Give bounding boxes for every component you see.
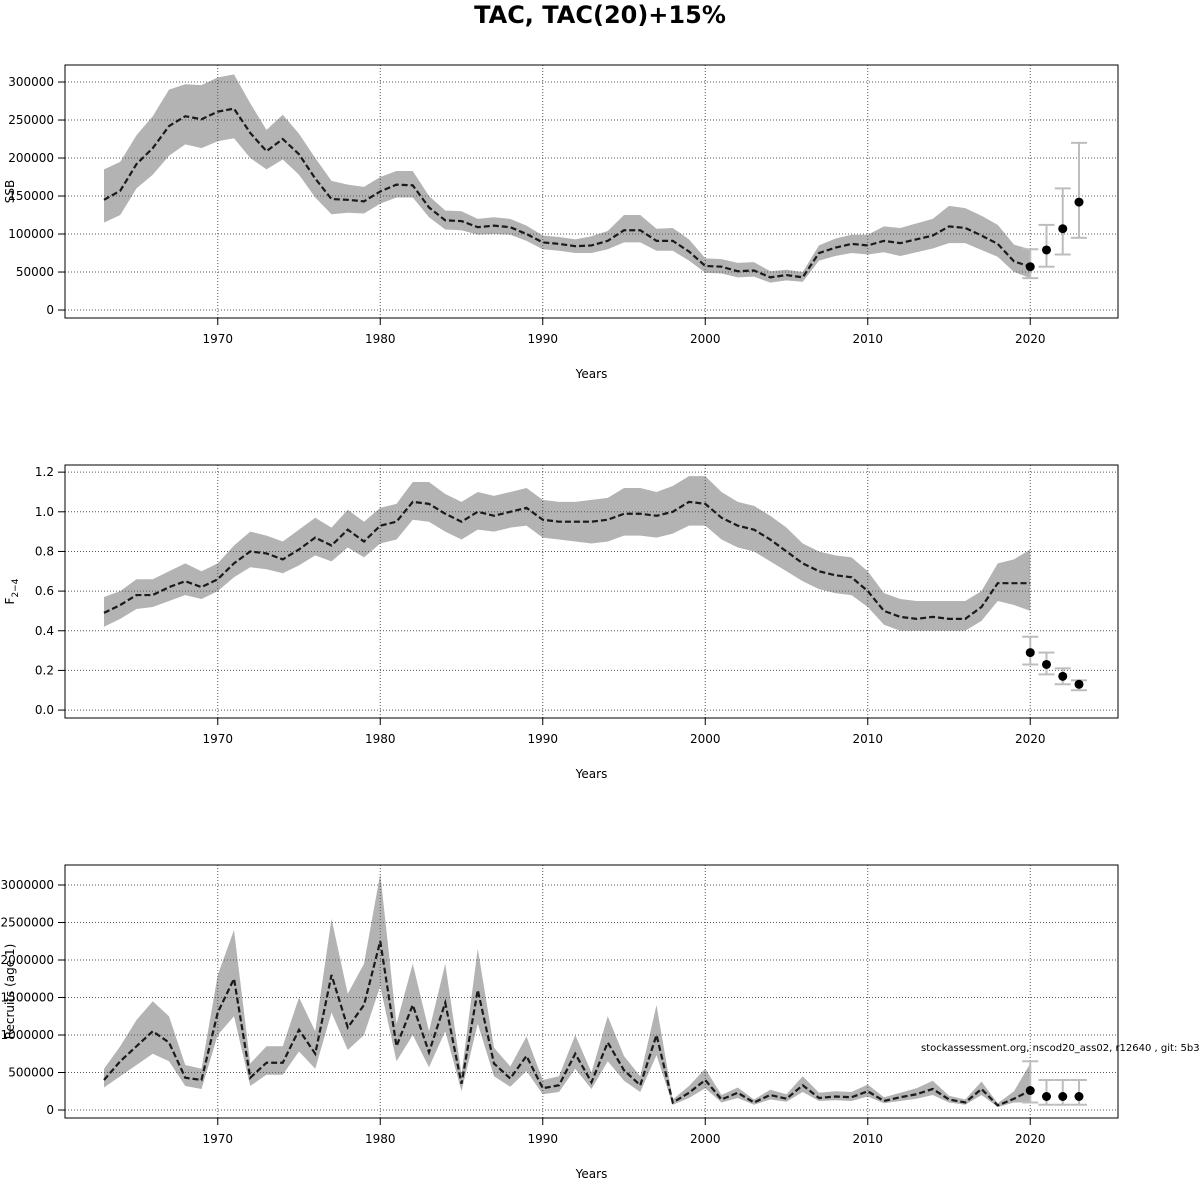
x-tick-label: 2020 [1015,732,1046,746]
forecast-point [1042,659,1051,669]
x-tick-label: 1970 [202,732,233,746]
y-axis-label-main: F [3,597,17,604]
confidence-band [104,74,1031,283]
y-axis-label: Recruits (age 1) [3,944,17,1040]
x-tick-label: 1980 [365,332,396,346]
x-tick-label: 2010 [852,732,883,746]
y-tick-label: 200000 [8,151,54,165]
forecast-point [1042,245,1051,255]
plot-frame [64,464,1119,719]
y-tick-label: 2000000 [1,953,54,967]
x-tick-label: 2010 [852,332,883,346]
plot-frame [64,64,1119,319]
y-tick-label: 0.6 [35,584,54,598]
y-axis-label: F2−4 [3,578,21,604]
x-tick-label: 2020 [1015,1132,1046,1146]
y-axis-label-main: Recruits (age 1) [3,944,17,1040]
y-tick-label: 1500000 [1,990,54,1004]
y-tick-label: 0.8 [35,544,54,558]
x-tick-label: 1980 [365,1132,396,1146]
x-tick-label: 1970 [202,1132,233,1146]
x-tick-label: 2000 [690,332,721,346]
y-tick-label: 0.2 [35,663,54,677]
y-tick-label: 500000 [8,1065,54,1079]
estimate-line [103,940,1031,1107]
y-tick-label: 0.4 [35,624,54,638]
y-axis-label-main: SSB [3,180,17,203]
y-tick-label: 1.0 [35,505,54,519]
y-tick-label: 150000 [8,189,54,203]
forecast-point [1025,648,1035,658]
y-tick-label: 3000000 [1,878,54,892]
x-tick-label: 1980 [365,732,396,746]
x-tick-label: 2000 [690,1132,721,1146]
forecast-point [1074,197,1084,207]
forecast-point [1042,1091,1051,1101]
y-tick-label: 100000 [8,227,54,241]
forecast-point [1058,224,1068,234]
y-tick-label: 1.2 [35,465,54,479]
x-tick-label: 1990 [527,1132,558,1146]
y-tick-label: 50000 [16,265,54,279]
confidence-band [104,476,1031,631]
plot-frame [64,864,1119,1119]
x-tick-label: 2010 [852,1132,883,1146]
plot-area [65,65,1118,318]
x-tick-label: 1970 [202,332,233,346]
x-tick-label: 2000 [690,732,721,746]
x-tick-label: 1990 [527,332,558,346]
x-tick-label: 2020 [1015,332,1046,346]
x-axis-label: Years [575,367,608,381]
annotation: stockassessment.org, nscod20_ass02, r126… [921,1043,1200,1054]
forecast-point [1058,671,1068,681]
y-tick-label: 250000 [8,113,54,127]
y-tick-label: 0.0 [35,703,54,717]
y-axis-label-sub: 2−4 [11,578,21,597]
x-axis-label: Years [575,767,608,781]
forecast-point [1074,1091,1084,1101]
forecast-point [1025,262,1035,272]
plot-area [65,465,1118,718]
y-tick-label: 2500000 [1,916,54,930]
estimate-line [103,500,1031,620]
forecast-point [1058,1091,1068,1101]
y-tick-label: 0 [46,1103,54,1117]
y-tick-label: 300000 [8,75,54,89]
y-tick-label: 1000000 [1,1028,54,1042]
y-axis-label: SSB [3,180,17,203]
plot-area [65,865,1118,1118]
confidence-band [104,873,1031,1107]
forecast-point [1025,1085,1035,1095]
x-tick-label: 1990 [527,732,558,746]
x-axis-label: Years [575,1167,608,1181]
y-tick-label: 0 [46,303,54,317]
forecast-point [1074,679,1084,689]
estimate-line [103,107,1031,279]
chart-title: TAC, TAC(20)+15% [474,1,726,29]
